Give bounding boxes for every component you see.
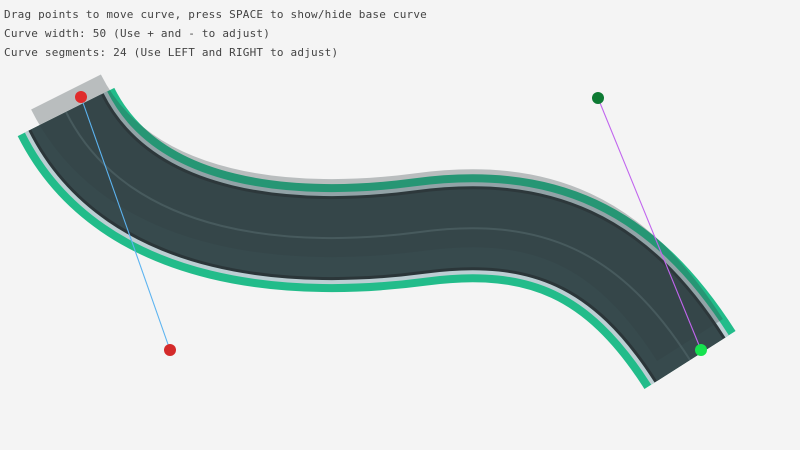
road-center-line	[65, 111, 691, 361]
road-ribbon	[17, 73, 736, 390]
end-handle-line	[597, 97, 702, 351]
start-handle-line	[80, 96, 171, 351]
control-points-group[interactable]	[75, 91, 707, 356]
red-anchor-point[interactable]	[75, 91, 87, 103]
road-shoulder-shadow	[31, 73, 723, 362]
bright-green-anchor-point[interactable]	[695, 344, 707, 356]
red-control-point[interactable]	[164, 344, 176, 356]
dark-green-control-point[interactable]	[592, 92, 604, 104]
control-handle-lines	[80, 96, 702, 351]
